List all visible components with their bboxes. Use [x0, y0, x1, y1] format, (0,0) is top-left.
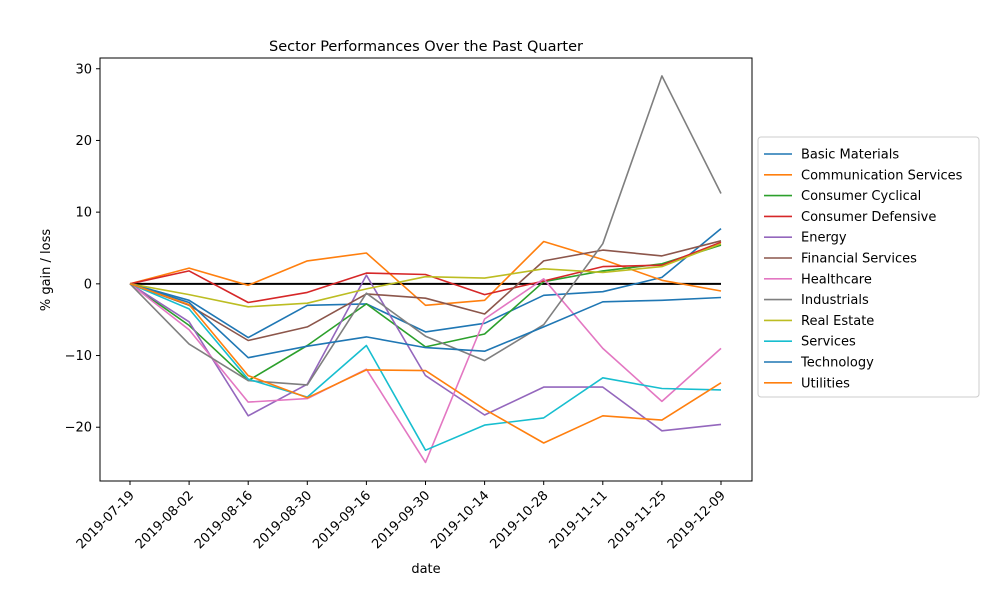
legend-label-healthcare: Healthcare — [801, 272, 872, 287]
y-tick-label: 10 — [75, 206, 92, 221]
y-tick-label: 0 — [84, 277, 92, 292]
x-axis-label: date — [411, 562, 440, 577]
x-tick-label: 2019-12-09 — [665, 488, 729, 552]
legend-label-consumer-defensive: Consumer Defensive — [801, 210, 936, 225]
series-line-communication-services — [129, 240, 722, 307]
y-tick-label: 20 — [75, 134, 92, 149]
y-tick-label: −20 — [65, 421, 92, 436]
series-line-financial-services — [129, 240, 722, 342]
legend: Basic Materials Communication Services Con… — [757, 136, 980, 398]
series-lines — [129, 75, 722, 464]
x-tick-label: 2019-09-30 — [369, 488, 433, 552]
legend-label-energy: Energy — [801, 231, 847, 246]
legend-label-utilities: Utilities — [801, 376, 850, 391]
x-tick-label: 2019-10-14 — [428, 488, 492, 552]
x-tick-label: 2019-08-30 — [251, 488, 315, 552]
series-line-services — [129, 283, 722, 452]
x-tick-label: 2019-10-28 — [487, 488, 551, 552]
y-tick-label: 30 — [75, 62, 92, 77]
series-line-real-estate — [129, 242, 722, 308]
legend-label-basic-materials: Basic Materials — [801, 148, 899, 163]
legend-label-communication-services: Communication Services — [801, 168, 963, 183]
plot-area-frame — [99, 57, 753, 482]
series-line-consumer-defensive — [129, 241, 722, 304]
legend-label-real-estate: Real Estate — [801, 314, 874, 329]
legend-label-consumer-cyclical: Consumer Cyclical — [801, 189, 921, 204]
legend-label-technology: Technology — [800, 356, 874, 371]
x-tick-label: 2019-11-11 — [547, 488, 611, 552]
series-line-energy — [129, 274, 722, 432]
series-line-utilities — [129, 283, 722, 444]
x-tick-label: 2019-09-16 — [310, 488, 374, 552]
legend-label-services: Services — [801, 335, 856, 350]
chart-title: Sector Performances Over the Past Quarte… — [269, 39, 583, 55]
series-line-basic-materials — [129, 227, 722, 339]
series-line-technology — [129, 283, 722, 359]
x-tick-label: 2019-07-19 — [74, 488, 138, 552]
legend-label-financial-services: Financial Services — [801, 252, 917, 267]
y-axis-label: % gain / loss — [39, 229, 54, 312]
x-tick-label: 2019-08-16 — [192, 488, 256, 552]
legend-label-industrials: Industrials — [801, 293, 869, 308]
legend-box — [757, 136, 980, 398]
series-line-healthcare — [129, 277, 722, 464]
y-tick-label: −10 — [65, 349, 92, 364]
series-line-industrials — [129, 75, 722, 386]
x-tick-label: 2019-11-25 — [606, 488, 670, 552]
x-tick-label: 2019-08-02 — [133, 488, 197, 552]
